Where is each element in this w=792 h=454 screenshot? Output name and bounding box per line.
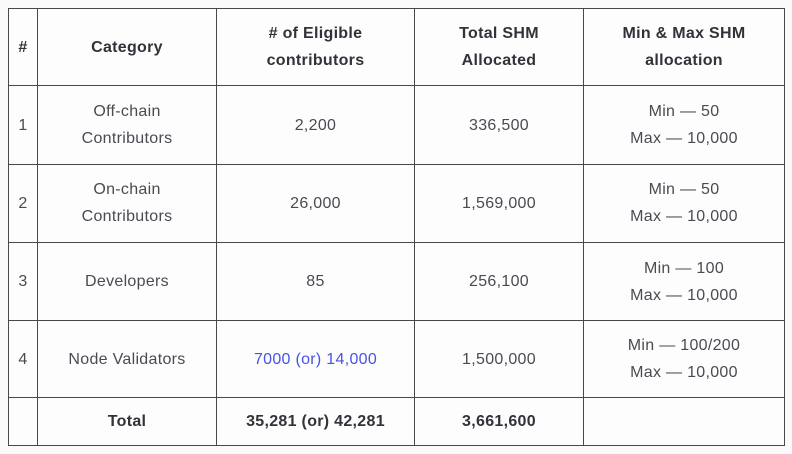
header-cell-eligible: # of Eligible contributors — [216, 7, 415, 87]
total-shm-cell: 1,569,000 — [414, 163, 584, 244]
category-cell: Node Validators — [37, 320, 217, 398]
category-cell: On-chain Contributors — [37, 163, 217, 244]
header-category-label: Category — [91, 38, 163, 56]
header-total-shm-label-line1: Total SHM — [459, 25, 539, 43]
row-num-cell: 3 — [8, 242, 38, 322]
header-cell-num: # — [8, 7, 38, 87]
eligible-cell: 26,000 — [216, 163, 415, 244]
table-total-row: Total 35,281 (or) 42,281 3,661,600 — [8, 396, 785, 447]
total-shm-sum-cell: 3,661,600 — [414, 396, 584, 447]
header-cell-total-shm: Total SHM Allocated — [414, 7, 584, 87]
eligible-cell: 7000 (or) 14,000 — [216, 320, 415, 398]
minmax-cell: Min — 50 Max — 10,000 — [583, 85, 785, 165]
header-minmax-label-line2: allocation — [645, 52, 723, 70]
category-cell: Developers — [37, 242, 217, 322]
header-total-shm-label-line2: Allocated — [461, 52, 537, 70]
total-num-cell — [8, 396, 38, 447]
category-cell: Off-chain Contributors — [37, 85, 217, 165]
table-row-node-validators: 4 Node Validators 7000 (or) 14,000 1,500… — [8, 320, 785, 398]
minmax-cell: Min — 50 Max — 10,000 — [583, 163, 785, 244]
table-header-row: # Category # of Eligible contributors To… — [8, 7, 785, 87]
eligible-cell: 2,200 — [216, 85, 415, 165]
eligible-cell: 85 — [216, 242, 415, 322]
total-shm-cell: 1,500,000 — [414, 320, 584, 398]
row-num-cell: 1 — [8, 85, 38, 165]
total-shm-cell: 336,500 — [414, 85, 584, 165]
shm-allocation-table: # Category # of Eligible contributors To… — [8, 7, 785, 447]
header-minmax-label-line1: Min & Max SHM — [622, 25, 746, 43]
total-minmax-cell — [583, 396, 785, 447]
minmax-cell: Min — 100/200 Max — 10,000 — [583, 320, 785, 398]
header-eligible-label-line1: # of Eligible — [268, 25, 363, 43]
row-num-cell: 2 — [8, 163, 38, 244]
header-cell-minmax: Min & Max SHM allocation — [583, 7, 785, 87]
header-eligible-label-line2: contributors — [266, 52, 365, 70]
header-cell-category: Category — [37, 7, 217, 87]
minmax-cell: Min — 100 Max — 10,000 — [583, 242, 785, 322]
header-num-label: # — [18, 38, 28, 56]
total-eligible-cell: 35,281 (or) 42,281 — [216, 396, 415, 447]
node-validators-eligible-link[interactable]: 7000 (or) 14,000 — [253, 350, 378, 368]
row-num-cell: 4 — [8, 320, 38, 398]
total-label-cell: Total — [37, 396, 217, 447]
table-row-developers: 3 Developers 85 256,100 Min — 100 Max — … — [8, 242, 785, 322]
table-row-offchain: 1 Off-chain Contributors 2,200 336,500 M… — [8, 85, 785, 165]
total-shm-cell: 256,100 — [414, 242, 584, 322]
table-row-onchain: 2 On-chain Contributors 26,000 1,569,000… — [8, 163, 785, 244]
